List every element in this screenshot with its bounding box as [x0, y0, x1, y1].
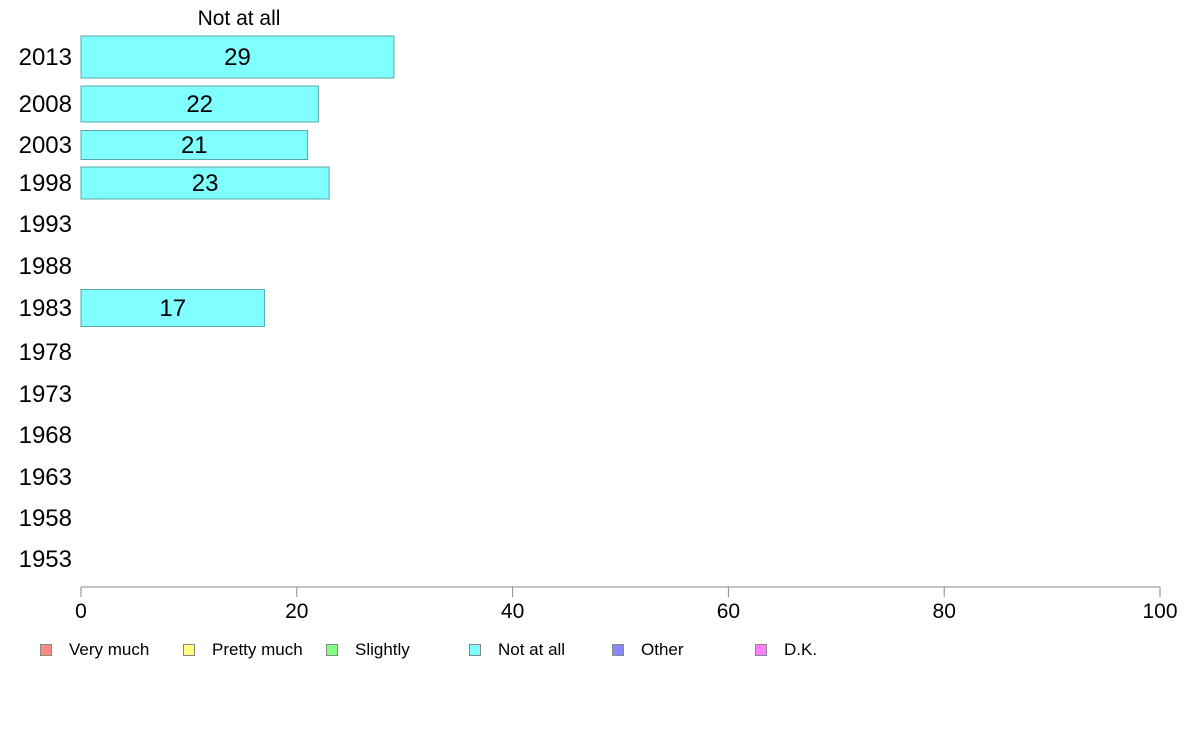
legend-item-slightly: Slightly	[326, 640, 410, 660]
category-label: 1973	[19, 381, 72, 408]
data-label: 29	[224, 44, 251, 71]
category-label: 1953	[19, 546, 72, 573]
category-label: 1978	[19, 339, 72, 366]
category-label: 1993	[19, 211, 72, 238]
category-label: 1988	[19, 253, 72, 280]
legend-swatch	[183, 644, 195, 656]
data-label: 17	[159, 295, 186, 322]
x-tick-label: 20	[285, 600, 308, 623]
x-tick-label: 80	[933, 600, 956, 623]
legend-label: Very much	[69, 640, 150, 659]
category-label: 2013	[19, 44, 72, 71]
bar-2008	[80, 85, 319, 123]
legend-swatch	[469, 644, 481, 656]
category-label: 2003	[19, 132, 72, 159]
legend-label: Other	[641, 640, 684, 659]
legend-swatch	[755, 644, 767, 656]
category-label: 1963	[19, 464, 72, 491]
legend-swatch	[326, 644, 338, 656]
legend-label: Pretty much	[212, 640, 303, 659]
legend-label: Slightly	[355, 640, 410, 659]
category-label: 2008	[19, 91, 72, 118]
legend: Very much Pretty much Slightly Not at al…	[40, 640, 940, 660]
bar-1998	[80, 166, 330, 200]
legend-swatch	[40, 644, 52, 656]
category-label: 1998	[19, 170, 72, 197]
legend-label: Not at all	[498, 640, 566, 659]
legend-item-other: Other	[612, 640, 684, 660]
legend-item-not-at-all: Not at all	[469, 640, 565, 660]
bar-2013	[80, 35, 395, 79]
chart-title: Not at all	[198, 7, 281, 30]
x-tick-label: 40	[501, 600, 524, 623]
x-tick-label: 100	[1142, 600, 1177, 623]
legend-swatch	[612, 644, 624, 656]
category-label: 1968	[19, 422, 72, 449]
category-label: 1983	[19, 295, 72, 322]
x-tick-label: 60	[717, 600, 740, 623]
bar-2003	[80, 130, 309, 160]
legend-item-pretty-much: Pretty much	[183, 640, 303, 660]
data-label: 23	[192, 170, 219, 197]
x-tick-label: 0	[75, 600, 87, 623]
data-label: 22	[186, 91, 213, 118]
bar-1983	[80, 289, 265, 327]
category-label: 1958	[19, 505, 72, 532]
legend-item-very-much: Very much	[40, 640, 149, 660]
legend-label: D.K.	[784, 640, 818, 659]
data-label: 21	[181, 132, 208, 159]
legend-item-dk: D.K.	[755, 640, 817, 660]
